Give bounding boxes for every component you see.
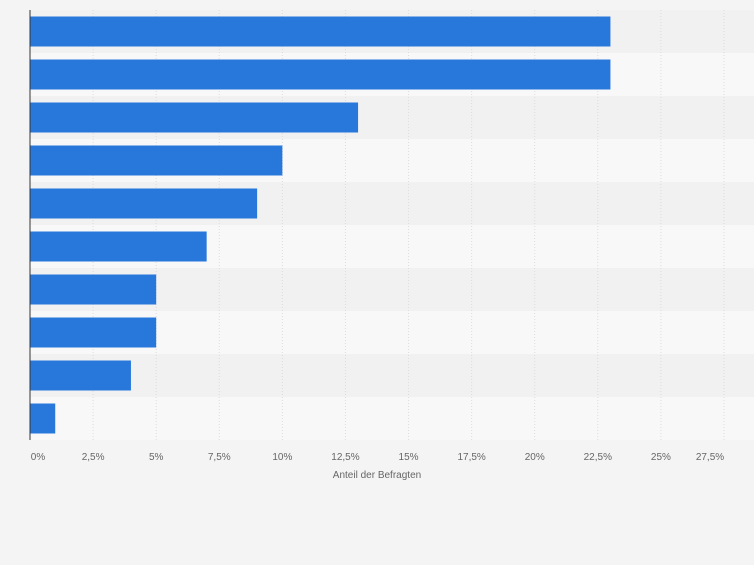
x-tick-label: 2,5%	[82, 452, 105, 463]
x-tick-label: 27,5%	[696, 452, 724, 463]
x-tick-label: 22,5%	[584, 452, 612, 463]
x-tick-label: 7,5%	[208, 452, 231, 463]
x-tick-label: 12,5%	[331, 452, 359, 463]
x-tick-label: 17,5%	[457, 452, 485, 463]
bar	[30, 231, 207, 262]
bar	[30, 274, 157, 305]
bar	[30, 102, 359, 133]
bar	[30, 360, 131, 391]
row-band	[30, 397, 754, 440]
x-tick-label: 20%	[525, 452, 545, 463]
bar	[30, 145, 283, 176]
x-tick-label: 0%	[31, 452, 46, 463]
bar	[30, 403, 56, 434]
bars	[30, 16, 611, 434]
x-tick-label: 15%	[399, 452, 419, 463]
x-tick-label: 10%	[272, 452, 292, 463]
row-band	[30, 354, 754, 397]
bar	[30, 188, 258, 219]
x-tick-labels: 0% 2,5% 5% 7,5% 10% 12,5% 15% 17,5% 20% 22,5% 25% 2…	[31, 452, 725, 463]
x-tick-label: 25%	[651, 452, 671, 463]
x-axis-label: Anteil der Befragten	[333, 470, 421, 481]
bar	[30, 59, 611, 90]
bar	[30, 16, 611, 47]
x-tick-label: 5%	[149, 452, 164, 463]
bar	[30, 317, 157, 348]
